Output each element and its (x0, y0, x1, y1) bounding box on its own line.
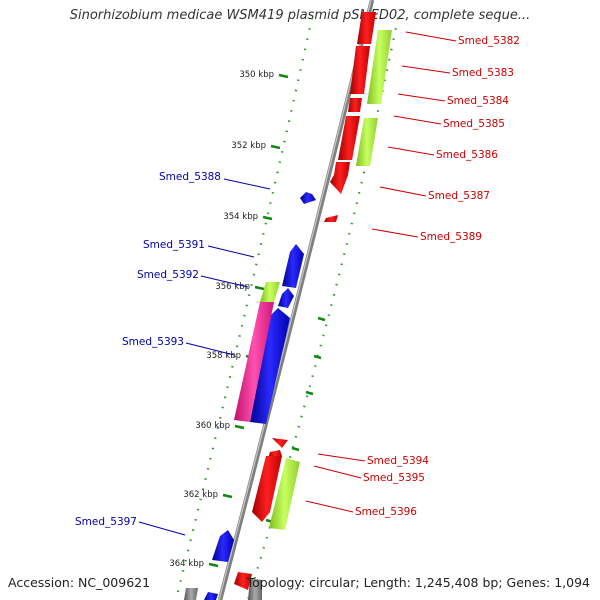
label-smed-5391[interactable]: Smed_5391 (143, 239, 205, 251)
label-smed-5384[interactable]: Smed_5384 (447, 95, 509, 107)
forward-gene-track (234, 12, 376, 590)
label-smed-5395[interactable]: Smed_5395 (363, 472, 425, 484)
outer-ruler-tick (305, 390, 314, 396)
ruler-tick (208, 562, 219, 568)
label-smed-5383[interactable]: Smed_5383 (452, 67, 514, 79)
gene-smed-5397[interactable] (212, 530, 234, 562)
ruler-tick (234, 424, 245, 430)
forward-gene-labels: Smed_5382 Smed_5383 Smed_5384 Smed_5385 … (305, 31, 520, 518)
ruler-label: 360 kbp (195, 421, 230, 431)
gene-smed-5396[interactable] (252, 456, 282, 522)
gene-smed-5392[interactable] (278, 288, 294, 308)
label-smed-5392[interactable]: Smed_5392 (137, 269, 199, 281)
label-smed-5394[interactable]: Smed_5394 (367, 455, 429, 467)
outer-track-guide (246, 17, 400, 600)
gene-smed-5383[interactable] (350, 46, 370, 94)
ruler-label: 352 kbp (231, 141, 266, 151)
ruler-tick (270, 144, 281, 150)
reverse-gene-labels: Smed_5388 Smed_5391 Smed_5392 Smed_5393 … (75, 171, 271, 536)
label-smed-5388[interactable]: Smed_5388 (159, 171, 221, 183)
map-title: Sinorhizobium medicae WSM419 plasmid pSM… (69, 8, 531, 23)
ruler-label: 350 kbp (239, 70, 274, 80)
outer-ruler-tick (313, 354, 322, 360)
ruler-label: 354 kbp (223, 212, 258, 222)
gene-smed-5389[interactable] (324, 215, 338, 222)
topology-summary: Topology: circular; Length: 1,245,408 bp… (246, 575, 590, 590)
label-smed-5396[interactable]: Smed_5396 (355, 506, 417, 518)
outer-ruler-tick (291, 446, 300, 452)
gene-smed-5382[interactable] (357, 12, 376, 44)
label-smed-5389[interactable]: Smed_5389 (420, 231, 482, 243)
outer-ruler-tick (317, 316, 326, 322)
ruler-tick (254, 285, 265, 291)
ruler: 350 kbp 352 kbp 354 kbp 356 kbp 358 kbp 360 k… (169, 70, 326, 569)
accession-text: Accession: NC_009621 (8, 575, 151, 590)
ruler-label: 356 kbp (215, 282, 250, 292)
label-smed-5382[interactable]: Smed_5382 (458, 35, 520, 47)
gene-smed-5385[interactable] (338, 116, 360, 160)
ruler-label: 358 kbp (206, 351, 241, 361)
cds-grey-bottom[interactable] (184, 588, 198, 600)
backbone-highlight (218, 0, 372, 600)
label-smed-5393[interactable]: Smed_5393 (122, 336, 184, 348)
ruler-label: 362 kbp (183, 490, 218, 500)
cds-smed-5392[interactable] (260, 282, 280, 302)
gene-smed-5394[interactable] (272, 438, 288, 448)
label-smed-5385[interactable]: Smed_5385 (443, 118, 505, 130)
cds-smed-5386[interactable] (356, 118, 378, 166)
cds-grey-bottom-2[interactable] (248, 578, 262, 600)
ruler-tick (222, 493, 233, 499)
ruler-tick (262, 215, 273, 221)
gene-smed-5387[interactable] (330, 162, 350, 194)
gene-blue-bottom[interactable] (204, 592, 218, 600)
label-smed-5386[interactable]: Smed_5386 (436, 149, 498, 161)
ruler-tick (278, 73, 289, 79)
cds-smed-5396[interactable] (269, 458, 300, 530)
cds-reverse-track (184, 282, 280, 600)
gene-smed-5393[interactable] (250, 308, 290, 424)
gene-smed-5388[interactable] (300, 192, 316, 204)
backbone (217, 0, 375, 600)
cds-smed-5393[interactable] (234, 302, 274, 422)
cds-smed-5383[interactable] (367, 30, 392, 104)
cds-forward-track (269, 30, 392, 530)
gene-red-bottom[interactable] (234, 572, 252, 590)
gene-smed-5384[interactable] (348, 98, 362, 112)
label-smed-5397[interactable]: Smed_5397 (75, 516, 137, 528)
label-smed-5387[interactable]: Smed_5387 (428, 190, 490, 202)
reverse-gene-track (204, 192, 316, 600)
ruler-label: 364 kbp (169, 559, 204, 569)
gene-smed-5391[interactable] (282, 244, 304, 288)
